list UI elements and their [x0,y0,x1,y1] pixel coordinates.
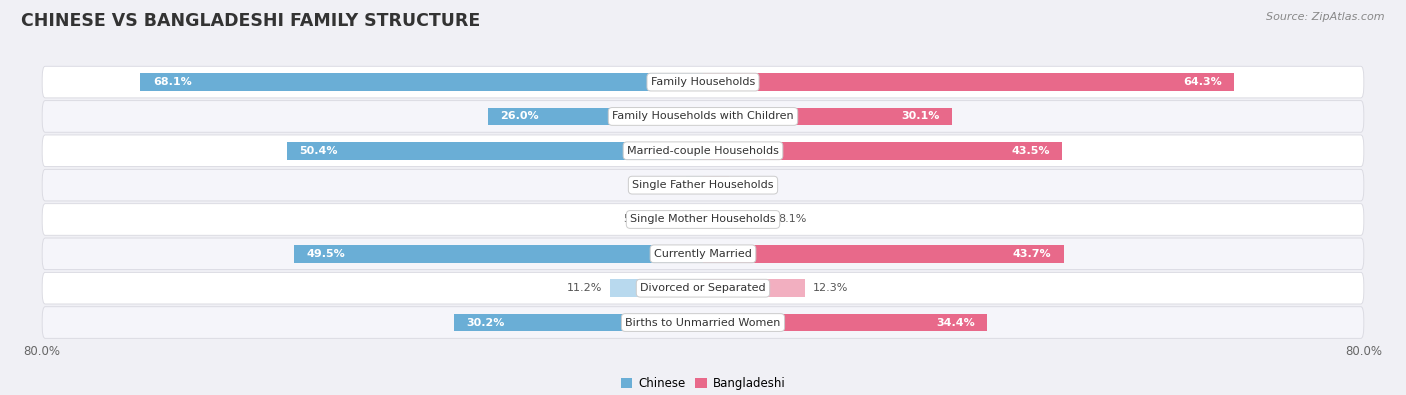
Text: 11.2%: 11.2% [567,283,602,293]
Bar [703,142,1063,160]
Text: 12.3%: 12.3% [813,283,848,293]
Bar [703,245,1064,263]
Text: 34.4%: 34.4% [936,318,974,327]
Legend: Chinese, Bangladeshi: Chinese, Bangladeshi [616,372,790,395]
Bar [659,211,703,228]
Text: Divorced or Separated: Divorced or Separated [640,283,766,293]
Bar [294,245,703,263]
Bar [703,314,987,331]
Text: 8.1%: 8.1% [778,214,807,224]
Text: 49.5%: 49.5% [307,249,346,259]
Bar [686,176,703,194]
Bar [703,176,728,194]
Text: Married-couple Households: Married-couple Households [627,146,779,156]
FancyBboxPatch shape [42,204,1364,235]
Bar [703,211,770,228]
Text: 68.1%: 68.1% [153,77,191,87]
FancyBboxPatch shape [42,273,1364,304]
FancyBboxPatch shape [42,307,1364,339]
Text: Single Father Households: Single Father Households [633,180,773,190]
Bar [488,107,703,125]
Text: 5.2%: 5.2% [623,214,652,224]
FancyBboxPatch shape [42,101,1364,132]
Text: CHINESE VS BANGLADESHI FAMILY STRUCTURE: CHINESE VS BANGLADESHI FAMILY STRUCTURE [21,12,481,30]
FancyBboxPatch shape [42,66,1364,98]
FancyBboxPatch shape [42,238,1364,270]
Bar [610,279,703,297]
Text: 50.4%: 50.4% [299,146,337,156]
Bar [703,107,952,125]
FancyBboxPatch shape [42,135,1364,167]
Text: Births to Unmarried Women: Births to Unmarried Women [626,318,780,327]
Bar [703,279,804,297]
Text: 30.1%: 30.1% [901,111,939,121]
Bar [703,73,1234,91]
Text: 30.2%: 30.2% [465,318,505,327]
Text: 43.7%: 43.7% [1012,249,1052,259]
Text: 26.0%: 26.0% [501,111,540,121]
Bar [141,73,703,91]
Text: 64.3%: 64.3% [1182,77,1222,87]
FancyBboxPatch shape [42,169,1364,201]
Text: 43.5%: 43.5% [1011,146,1050,156]
Text: Family Households with Children: Family Households with Children [612,111,794,121]
Text: Currently Married: Currently Married [654,249,752,259]
Text: 2.0%: 2.0% [650,180,678,190]
Bar [454,314,703,331]
Text: 3.1%: 3.1% [737,180,765,190]
Bar [287,142,703,160]
Text: Source: ZipAtlas.com: Source: ZipAtlas.com [1267,12,1385,22]
Text: Family Households: Family Households [651,77,755,87]
Text: Single Mother Households: Single Mother Households [630,214,776,224]
